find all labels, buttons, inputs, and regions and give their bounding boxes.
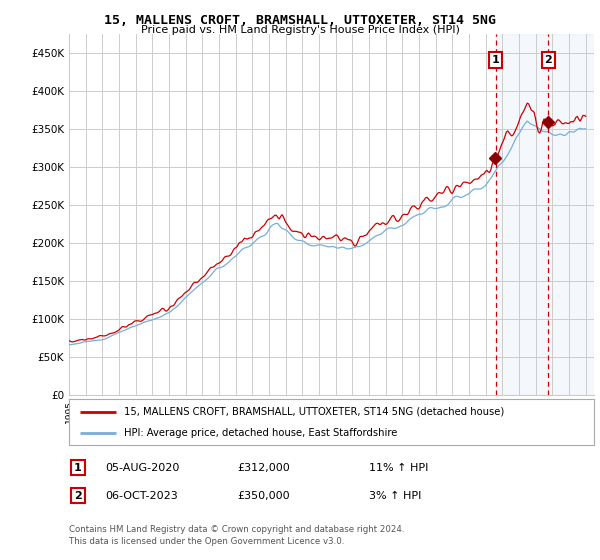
Text: 15, MALLENS CROFT, BRAMSHALL, UTTOXETER, ST14 5NG (detached house): 15, MALLENS CROFT, BRAMSHALL, UTTOXETER,… <box>124 407 505 417</box>
Text: Contains HM Land Registry data © Crown copyright and database right 2024.
This d: Contains HM Land Registry data © Crown c… <box>69 525 404 546</box>
Text: 1: 1 <box>74 463 82 473</box>
Text: Price paid vs. HM Land Registry's House Price Index (HPI): Price paid vs. HM Land Registry's House … <box>140 25 460 35</box>
Text: 3% ↑ HPI: 3% ↑ HPI <box>369 491 421 501</box>
Text: HPI: Average price, detached house, East Staffordshire: HPI: Average price, detached house, East… <box>124 428 398 438</box>
Text: 2: 2 <box>74 491 82 501</box>
Text: 15, MALLENS CROFT, BRAMSHALL, UTTOXETER, ST14 5NG: 15, MALLENS CROFT, BRAMSHALL, UTTOXETER,… <box>104 14 496 27</box>
Text: 2: 2 <box>545 55 553 65</box>
Text: 06-OCT-2023: 06-OCT-2023 <box>105 491 178 501</box>
Text: 11% ↑ HPI: 11% ↑ HPI <box>369 463 428 473</box>
Text: £312,000: £312,000 <box>237 463 290 473</box>
Text: 1: 1 <box>492 55 500 65</box>
Bar <box>496 34 594 395</box>
Text: 05-AUG-2020: 05-AUG-2020 <box>105 463 179 473</box>
Text: £350,000: £350,000 <box>237 491 290 501</box>
